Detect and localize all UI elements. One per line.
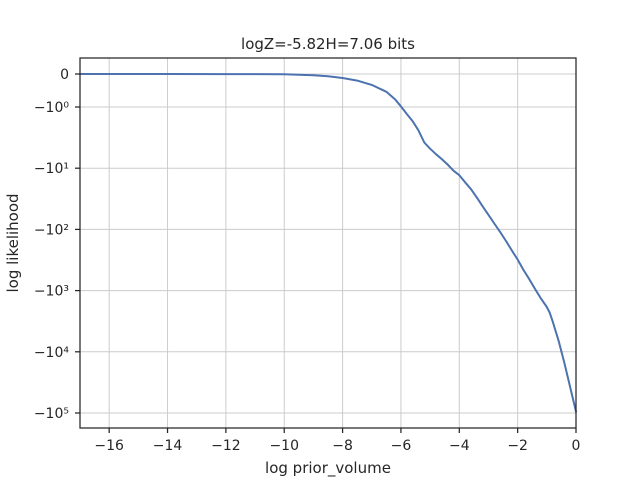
y-tick-label: −10³ xyxy=(34,284,69,300)
y-axis-ticks: 0 −10⁰ −10¹ −10² −10³ −10⁴ −10⁵ xyxy=(34,67,80,422)
y-tick-label: −10¹ xyxy=(34,161,69,177)
axes-frame xyxy=(79,57,577,429)
x-tick-label: −14 xyxy=(153,438,183,454)
data-series xyxy=(79,73,577,413)
plot-area xyxy=(80,58,576,428)
x-axis-label: log prior_volume xyxy=(265,459,391,478)
y-tick-label: −10⁰ xyxy=(34,100,70,116)
x-tick-label: 0 xyxy=(572,438,581,454)
y-tick-label: −10² xyxy=(34,222,69,238)
x-tick-label: −10 xyxy=(269,438,299,454)
y-tick-label: 0 xyxy=(60,67,69,83)
x-tick-label: −6 xyxy=(391,438,412,454)
likelihood-curve xyxy=(79,73,577,413)
x-tick-label: −8 xyxy=(332,438,353,454)
x-tick-label: −4 xyxy=(449,438,470,454)
y-tick-label: −10⁵ xyxy=(34,406,69,422)
x-axis-ticks: −16 −14 −12 −10 −8 −6 −4 −2 0 xyxy=(94,428,580,454)
x-tick-label: −2 xyxy=(507,438,528,454)
y-tick-label: −10⁴ xyxy=(34,345,70,361)
chart-title: logZ=-5.82H=7.06 bits xyxy=(241,35,415,53)
x-tick-label: −16 xyxy=(94,438,124,454)
x-tick-label: −12 xyxy=(211,438,241,454)
y-axis-label: log likelihood xyxy=(4,193,22,292)
